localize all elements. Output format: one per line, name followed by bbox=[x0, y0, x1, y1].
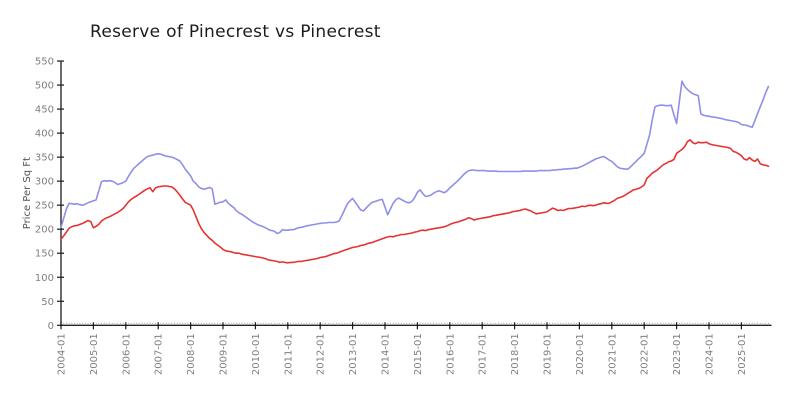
x-tick-label: 2013-01 bbox=[348, 333, 359, 375]
x-tick-label: 2009-01 bbox=[219, 333, 230, 375]
x-tick-label: 2020-01 bbox=[575, 333, 586, 375]
series-line-reserve-of-pinecrest bbox=[60, 80, 770, 235]
y-tick-label: 100 bbox=[35, 273, 54, 284]
y-axis-title: Price Per Sq Ft bbox=[22, 157, 33, 229]
y-tick-label: 550 bbox=[35, 57, 54, 68]
x-tick-label: 2022-01 bbox=[640, 333, 651, 375]
x-tick-label: 2011-01 bbox=[283, 333, 294, 375]
x-tick-label: 2005-01 bbox=[89, 333, 100, 375]
y-tick-label: 0 bbox=[48, 321, 54, 332]
x-tick-label: 2019-01 bbox=[543, 333, 554, 375]
x-tick-label: 2010-01 bbox=[251, 333, 262, 375]
series-line-pinecrest bbox=[60, 139, 770, 264]
x-tick-label: 2023-01 bbox=[672, 333, 683, 375]
y-tick-label: 300 bbox=[35, 177, 54, 188]
x-tick-label: 2008-01 bbox=[186, 333, 197, 375]
x-tick-label: 2017-01 bbox=[478, 333, 489, 375]
y-tick-label: 50 bbox=[41, 297, 54, 308]
x-tick-label: 2004-01 bbox=[57, 333, 68, 375]
y-tick-label: 350 bbox=[35, 153, 54, 164]
x-tick-label: 2006-01 bbox=[121, 333, 132, 375]
x-tick-label: 2012-01 bbox=[316, 333, 327, 375]
y-tick-label: 250 bbox=[35, 201, 54, 212]
y-tick-label: 450 bbox=[35, 105, 54, 116]
y-tick-label: 400 bbox=[35, 129, 54, 140]
x-tick-label: 2018-01 bbox=[510, 333, 521, 375]
y-tick-label: 500 bbox=[35, 81, 54, 92]
x-tick-label: 2021-01 bbox=[607, 333, 618, 375]
x-tick-label: 2016-01 bbox=[445, 333, 456, 375]
x-tick-label: 2025-01 bbox=[737, 333, 748, 375]
x-tick-label: 2007-01 bbox=[154, 333, 165, 375]
chart-title: Reserve of Pinecrest vs Pinecrest bbox=[90, 22, 381, 42]
x-tick-label: 2024-01 bbox=[705, 333, 716, 375]
x-tick-label: 2015-01 bbox=[413, 333, 424, 375]
y-tick-label: 150 bbox=[35, 249, 54, 260]
y-tick-label: 200 bbox=[35, 225, 54, 236]
x-tick-label: 2014-01 bbox=[381, 333, 392, 375]
